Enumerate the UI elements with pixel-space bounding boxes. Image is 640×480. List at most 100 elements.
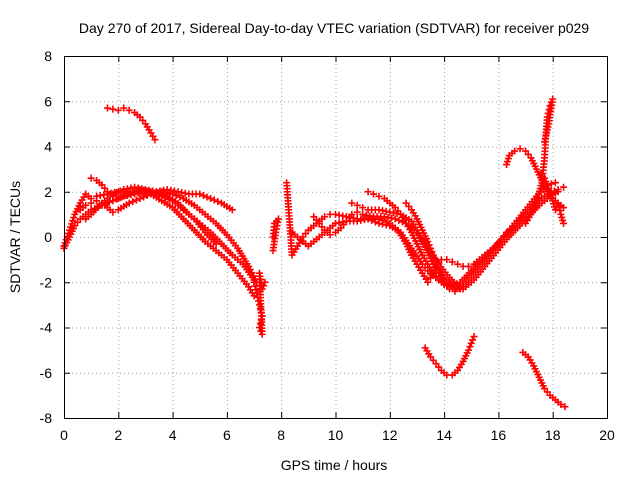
- data-point: [140, 193, 148, 201]
- data-point: [551, 179, 559, 187]
- data-point: [125, 199, 133, 207]
- data-point: [557, 400, 565, 408]
- y-axis-label: SDTVAR / TECUs: [7, 181, 23, 293]
- series-arc-8: [269, 215, 282, 255]
- data-point: [250, 278, 258, 286]
- data-point: [161, 194, 169, 202]
- data-point: [555, 203, 563, 211]
- data-point: [136, 195, 144, 203]
- series-arc-7: [250, 269, 269, 338]
- data-point: [176, 193, 184, 201]
- data-point: [424, 238, 432, 246]
- data-point: [547, 180, 555, 188]
- data-point: [214, 198, 222, 206]
- data-point: [228, 206, 236, 214]
- series-arc-6: [103, 104, 159, 144]
- data-point: [154, 191, 162, 199]
- x-tick-label: 14: [436, 427, 452, 443]
- y-tick-label: 6: [44, 93, 52, 109]
- data-point: [561, 403, 569, 411]
- data-point: [114, 106, 122, 114]
- data-point: [261, 278, 269, 286]
- data-point: [129, 198, 137, 206]
- data-point: [375, 192, 383, 200]
- y-tick-labels: -8 -6 -4 -2 0 2 4 6 8: [40, 48, 53, 426]
- data-point: [147, 188, 155, 196]
- data-point: [129, 189, 137, 197]
- data-point: [69, 217, 77, 225]
- data-point: [371, 218, 379, 226]
- data-point: [125, 106, 133, 114]
- data-point: [440, 281, 448, 289]
- data-point: [258, 285, 266, 293]
- data-point: [465, 346, 473, 354]
- x-tick-label: 18: [545, 427, 561, 443]
- grid: [64, 56, 607, 418]
- x-tick-label: 2: [114, 427, 122, 443]
- data-point: [545, 184, 553, 192]
- chart-title: Day 270 of 2017, Sidereal Day-to-day VTE…: [79, 20, 589, 36]
- data-point: [116, 187, 124, 195]
- y-tick-label: -2: [40, 274, 53, 290]
- data-point: [353, 201, 361, 209]
- data-point: [465, 262, 473, 270]
- series-arc-15: [427, 228, 511, 282]
- data-point: [470, 333, 478, 341]
- data-point: [253, 290, 261, 298]
- data-point: [454, 260, 462, 268]
- data-point: [212, 240, 220, 248]
- data-point: [368, 216, 376, 224]
- data-point: [103, 104, 111, 112]
- data-point: [353, 208, 361, 216]
- data-point: [158, 192, 166, 200]
- data-point: [321, 213, 329, 221]
- data-point: [196, 190, 204, 198]
- data-point: [122, 192, 130, 200]
- data-point: [132, 196, 140, 204]
- x-tick-label: 10: [328, 427, 344, 443]
- data-point: [260, 282, 268, 290]
- data-point: [252, 286, 260, 294]
- series-arc-20: [519, 348, 569, 411]
- y-tick-label: 8: [44, 48, 52, 64]
- data-point: [326, 231, 334, 239]
- data-point: [165, 195, 173, 203]
- data-point: [120, 104, 128, 112]
- x-axis-label: GPS time / hours: [281, 457, 388, 473]
- data-point: [70, 214, 78, 222]
- data-point: [538, 170, 546, 178]
- data-point: [424, 278, 432, 286]
- data-point: [443, 256, 451, 264]
- x-tick-labels: 0 2 4 6 8 10 12 14 16 18 20: [60, 427, 615, 443]
- data-point: [541, 174, 549, 182]
- data-point: [467, 339, 475, 347]
- data-point: [114, 195, 122, 203]
- data-point: [105, 198, 113, 206]
- data-point: [118, 193, 126, 201]
- data-point: [560, 183, 568, 191]
- data-point: [364, 188, 372, 196]
- data-point: [172, 192, 180, 200]
- series-arc-14: [402, 188, 562, 293]
- data-point: [269, 233, 277, 241]
- data-point: [503, 228, 511, 236]
- data-point: [359, 204, 367, 212]
- data-point: [554, 188, 562, 196]
- x-tick-label: 6: [223, 427, 231, 443]
- data-point: [466, 343, 474, 351]
- data-point: [516, 145, 524, 153]
- data-point: [109, 208, 117, 216]
- x-tick-label: 16: [491, 427, 507, 443]
- y-tick-label: -4: [40, 320, 53, 336]
- data-point: [87, 174, 95, 182]
- data-point: [427, 244, 435, 252]
- data-point: [556, 207, 564, 215]
- data-point: [542, 178, 550, 186]
- data-point: [451, 287, 459, 295]
- data-point: [348, 210, 356, 218]
- data-point: [109, 192, 117, 200]
- data-point: [425, 241, 433, 249]
- x-tick-label: 20: [599, 427, 615, 443]
- data-point: [391, 215, 399, 223]
